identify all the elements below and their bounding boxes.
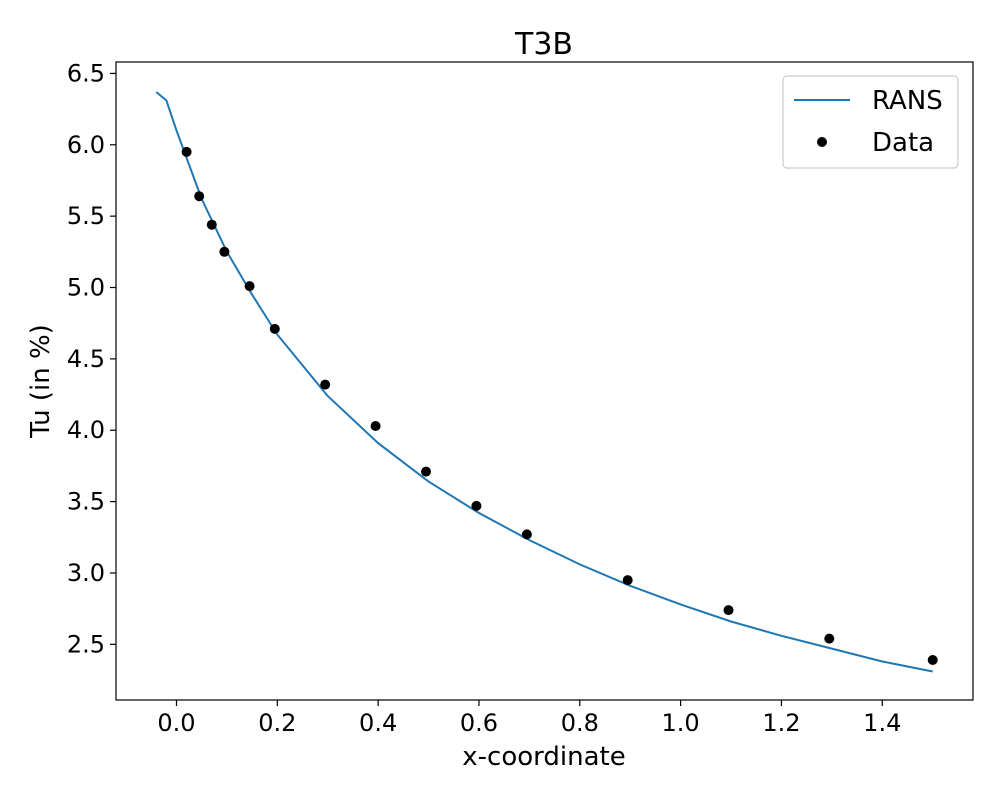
- x-tick-label: 1.0: [662, 709, 700, 737]
- data-point: [370, 421, 381, 431]
- x-tick-label: 0.0: [157, 709, 195, 737]
- y-tick-label: 5.0: [67, 274, 105, 302]
- x-tick-label: 0.2: [258, 709, 296, 737]
- y-tick-label: 3.0: [67, 559, 105, 587]
- plot-area: [155, 91, 938, 673]
- chart-title: T3B: [514, 27, 573, 62]
- y-tick-label: 6.0: [67, 131, 105, 159]
- x-tick-label: 0.8: [561, 709, 599, 737]
- y-tick-label: 4.0: [67, 416, 105, 444]
- x-tick-label: 0.4: [359, 709, 397, 737]
- data-point: [927, 655, 938, 665]
- data-point: [421, 466, 431, 477]
- y-axis: 2.5 3.0 3.5 4.0 4.5 5.0 5.5 6.0 6.5: [67, 59, 116, 658]
- legend-rans-label: RANS: [872, 86, 943, 116]
- data-point: [723, 605, 734, 616]
- x-tick-label: 1.4: [863, 709, 901, 737]
- data-point: [206, 219, 217, 230]
- axes-frame: [115, 61, 974, 701]
- series-line-rans: [155, 91, 933, 673]
- data-point: [244, 281, 255, 292]
- data-point: [622, 575, 633, 586]
- y-tick-label: 5.5: [67, 202, 105, 230]
- legend-data-swatch: [817, 137, 827, 147]
- x-axis-label: x-coordinate: [462, 742, 625, 772]
- data-point: [824, 633, 835, 644]
- legend-data-label: Data: [872, 128, 934, 158]
- y-tick-label: 6.5: [67, 59, 105, 87]
- data-point: [521, 529, 532, 540]
- x-tick-label: 0.6: [460, 709, 498, 737]
- data-point: [181, 146, 192, 157]
- x-axis: 0.0 0.2 0.4 0.6 0.8 1.0 1.2 1.4: [157, 700, 901, 737]
- y-tick-label: 4.5: [67, 345, 105, 373]
- x-tick-label: 1.2: [762, 709, 800, 737]
- legend: RANS Data: [782, 75, 959, 169]
- y-tick-label: 3.5: [67, 488, 105, 516]
- data-point: [471, 500, 482, 511]
- data-point: [269, 323, 280, 334]
- data-point: [194, 191, 205, 202]
- y-tick-label: 2.5: [67, 630, 105, 658]
- data-point: [320, 379, 331, 390]
- data-point: [219, 246, 230, 257]
- y-axis-label: Tu (in %): [26, 324, 56, 439]
